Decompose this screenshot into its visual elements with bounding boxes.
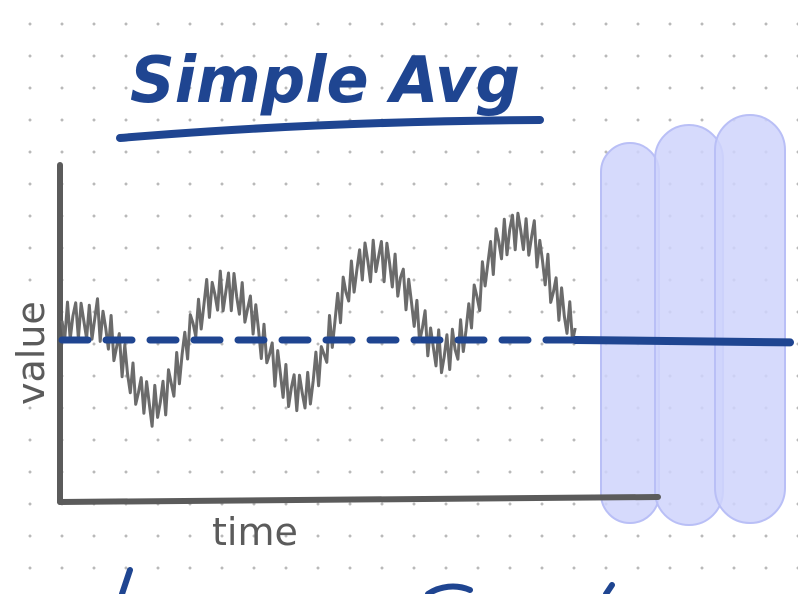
forecast-line (571, 336, 794, 347)
highlight-column-3 (714, 114, 786, 524)
series-line-signal (60, 211, 577, 428)
cropped-strokes (119, 567, 615, 594)
x-axis-label: time (212, 510, 298, 554)
forecast-highlight-columns (600, 114, 786, 526)
x-axis (57, 494, 661, 505)
title-underline (116, 116, 544, 142)
cropped-stroke-1 (119, 567, 133, 594)
highlight-column-1 (600, 142, 660, 524)
y-axis-label: value (9, 301, 53, 405)
cropped-stroke-3 (603, 582, 615, 594)
highlight-column-2 (654, 124, 724, 526)
cropped-stroke-2 (425, 583, 473, 594)
chart-title: Simple Avg (130, 44, 520, 118)
